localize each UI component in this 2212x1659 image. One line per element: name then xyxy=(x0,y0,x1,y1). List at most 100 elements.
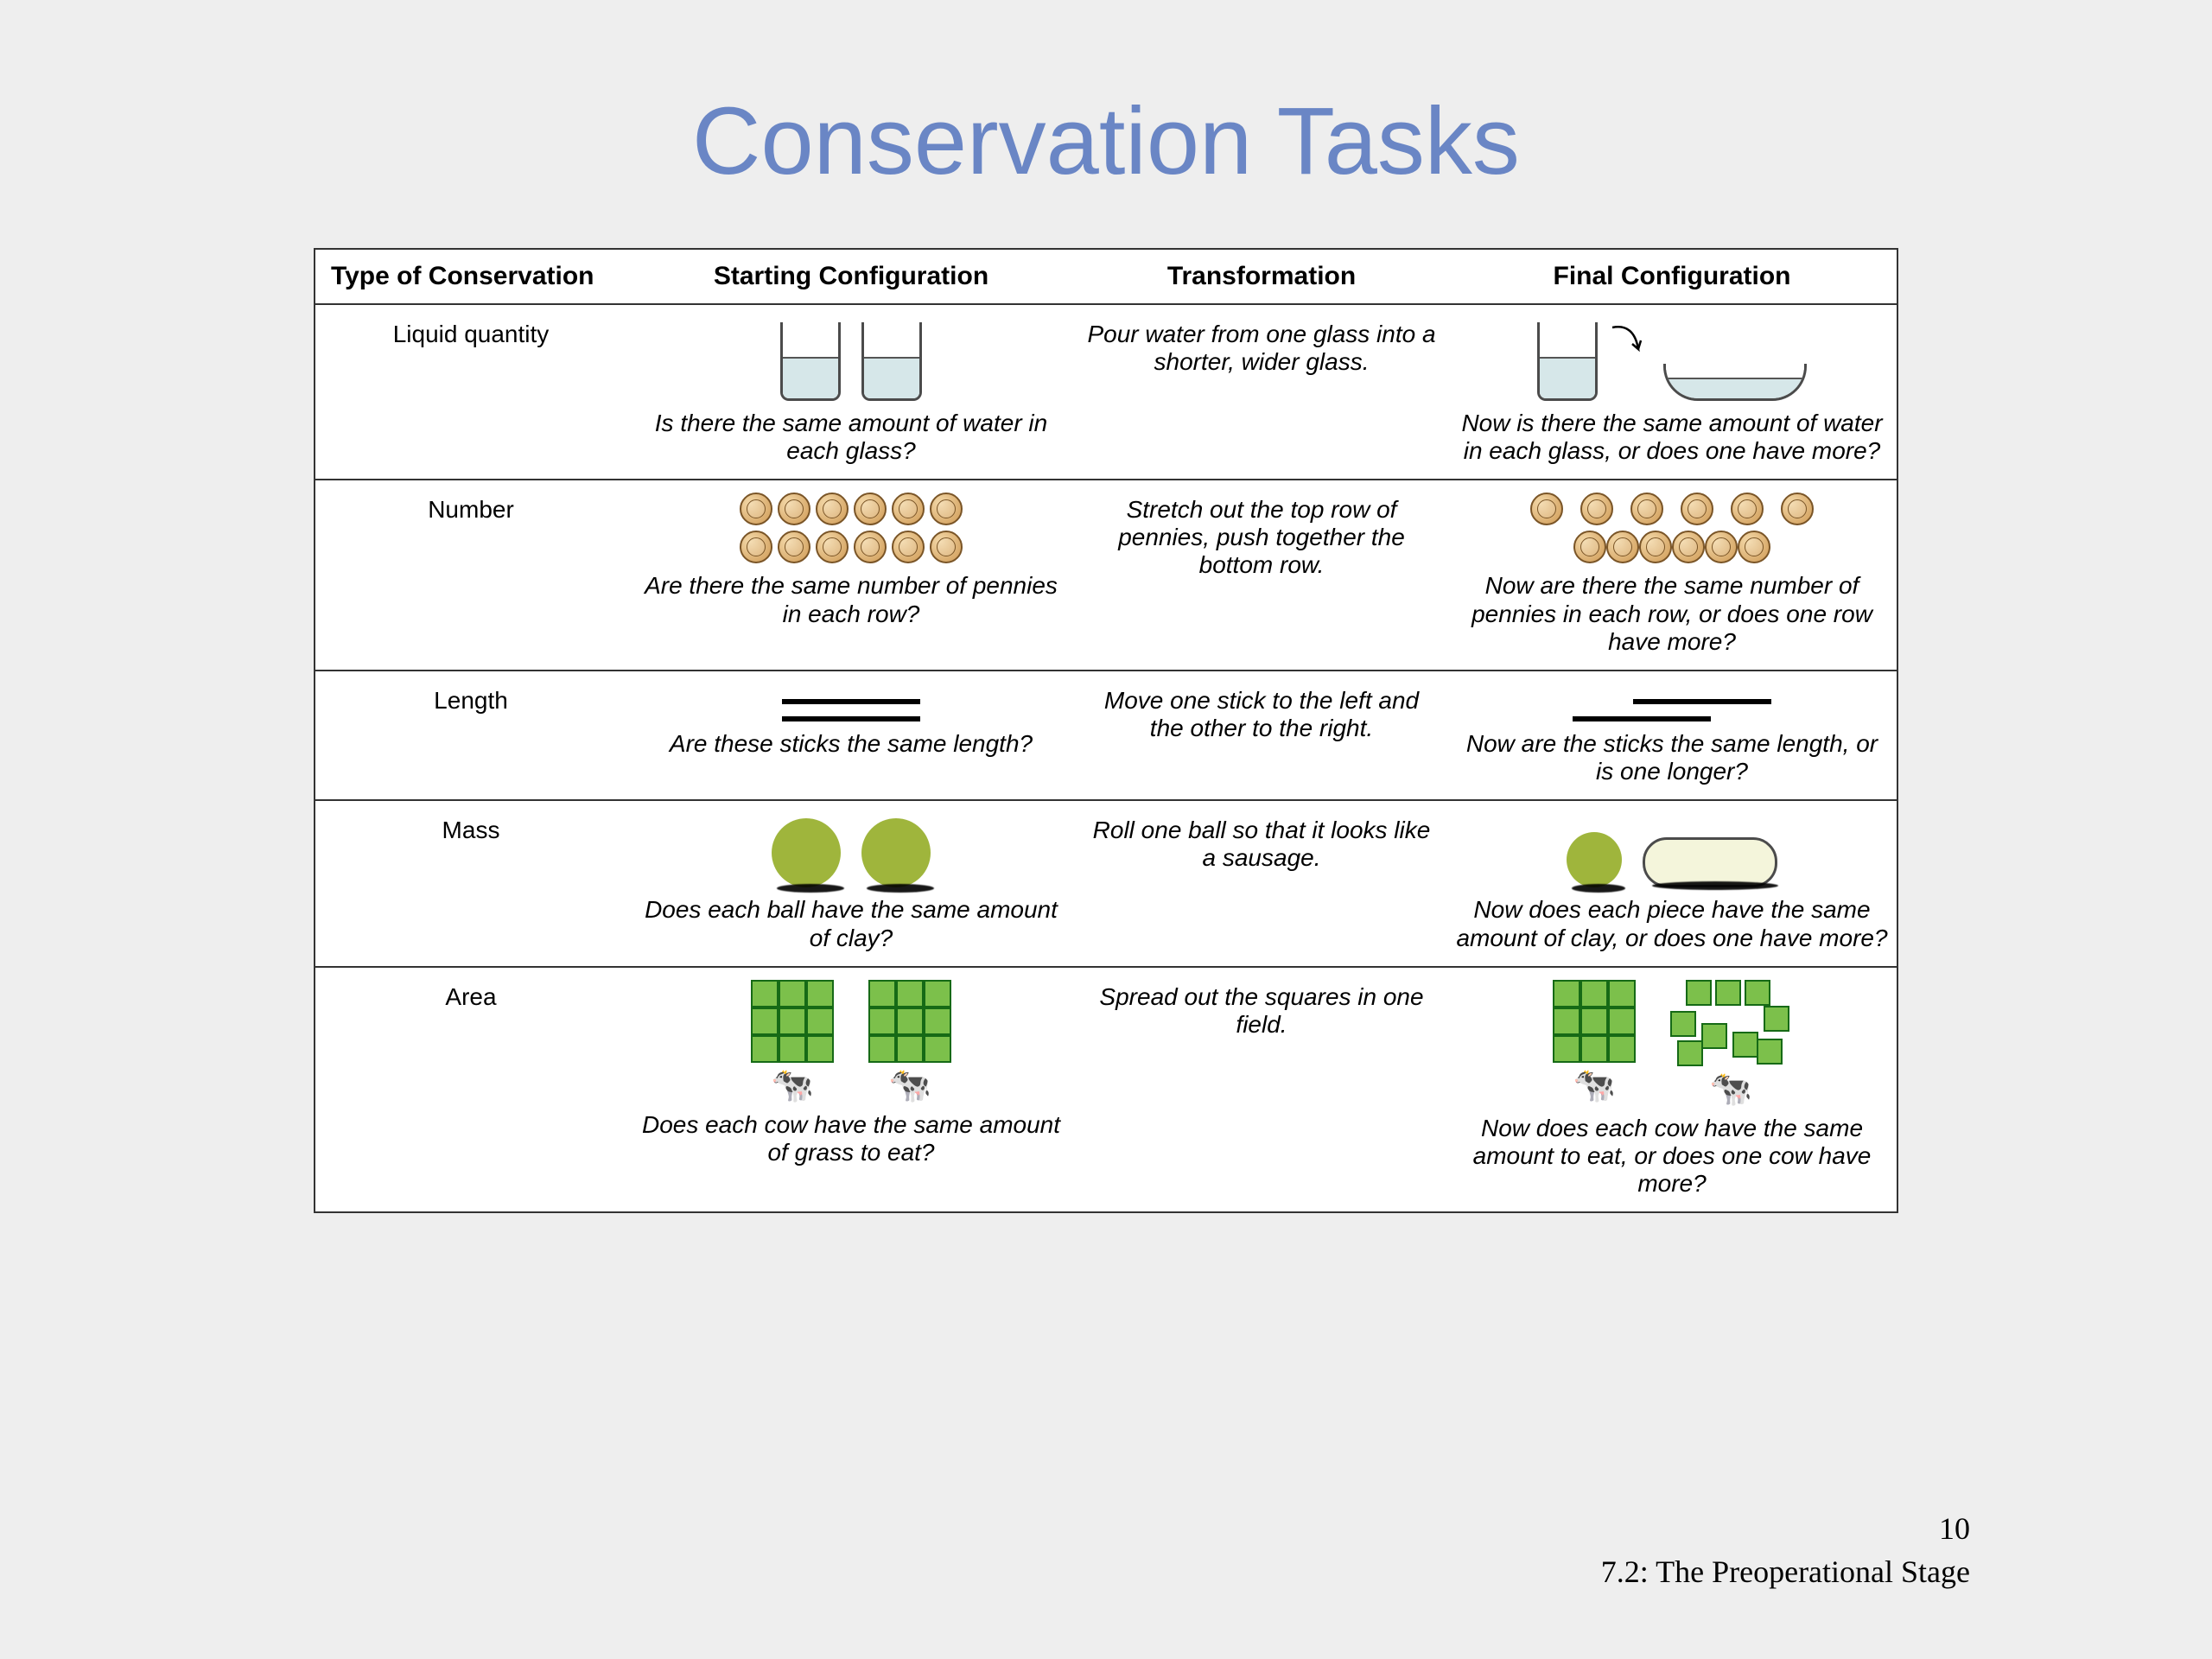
mass-final-illustration xyxy=(1456,818,1888,887)
pour-arrow-icon xyxy=(1608,323,1643,366)
coin-icon xyxy=(1606,531,1639,563)
cow-icon: 🐄 xyxy=(888,1068,931,1103)
row-final: Now are the sticks the same length, or i… xyxy=(1447,671,1897,800)
footer-text: 7.2: The Preoperational Stage xyxy=(1601,1554,1970,1590)
row-final: Now are there the same number of pennies… xyxy=(1447,480,1897,671)
cow-icon: 🐄 xyxy=(1709,1071,1752,1106)
coin-icon xyxy=(1681,493,1713,525)
row-start: Are these sticks the same length? xyxy=(626,671,1076,800)
start-question: Is there the same amount of water in eac… xyxy=(635,410,1067,465)
field: 🐄 xyxy=(1553,980,1636,1106)
coins-final-illustration xyxy=(1456,493,1888,563)
coin-icon xyxy=(816,493,849,525)
sticks-final-illustration xyxy=(1456,699,1888,721)
beaker-icon xyxy=(1537,322,1598,401)
slide: Conservation Tasks Type of Conservation … xyxy=(0,0,2212,1659)
coin-row xyxy=(740,531,963,563)
coin-icon xyxy=(1530,493,1563,525)
coins-start-illustration xyxy=(635,493,1067,563)
coin-icon xyxy=(854,531,887,563)
row-final: 🐄 🐄 Now does each cow have the same amou… xyxy=(1447,967,1897,1212)
final-question: Now does each piece have the same amount… xyxy=(1456,896,1888,951)
table-row: Area 🐄 🐄 Does each cow xyxy=(315,967,1897,1212)
clay-sausage-icon xyxy=(1643,837,1777,887)
coin-icon xyxy=(1630,493,1663,525)
coin-icon xyxy=(1705,531,1738,563)
col-header-final: Final Configuration xyxy=(1447,250,1897,304)
coin-icon xyxy=(816,531,849,563)
stick-icon xyxy=(782,716,920,721)
wide-dish-icon xyxy=(1663,364,1807,401)
coin-icon xyxy=(778,531,810,563)
grass-square-icon xyxy=(1677,1040,1703,1066)
sticks-start-illustration xyxy=(635,699,1067,721)
coin-row xyxy=(740,493,963,525)
row-type: Mass xyxy=(315,800,626,966)
field: 🐄 xyxy=(868,980,951,1103)
final-question: Now does each cow have the same amount t… xyxy=(1456,1115,1888,1198)
mass-start-illustration xyxy=(635,818,1067,887)
grass-grid-icon xyxy=(1553,980,1636,1063)
row-transform: Stretch out the top row of pennies, push… xyxy=(1076,480,1447,671)
final-question: Now are there the same number of pennies… xyxy=(1456,572,1888,656)
coin-icon xyxy=(854,493,887,525)
coin-icon xyxy=(740,493,772,525)
row-transform: Roll one ball so that it looks like a sa… xyxy=(1076,800,1447,966)
col-header-transform: Transformation xyxy=(1076,250,1447,304)
col-header-start: Starting Configuration xyxy=(626,250,1076,304)
table-row: Number Are there the same number of penn… xyxy=(315,480,1897,671)
final-question: Now is there the same amount of water in… xyxy=(1456,410,1888,465)
beaker-icon xyxy=(780,322,841,401)
grass-square-icon xyxy=(1745,980,1770,1006)
cow-icon: 🐄 xyxy=(771,1068,814,1103)
start-question: Does each cow have the same amount of gr… xyxy=(635,1111,1067,1166)
coin-icon xyxy=(778,493,810,525)
start-question: Are there the same number of pennies in … xyxy=(635,572,1067,627)
grass-square-icon xyxy=(1686,980,1712,1006)
stick-icon xyxy=(1633,699,1771,704)
cow-icon: 🐄 xyxy=(1573,1068,1616,1103)
coin-icon xyxy=(892,531,925,563)
conservation-table: Type of Conservation Starting Configurat… xyxy=(314,248,1898,1213)
coin-icon xyxy=(892,493,925,525)
row-transform: Move one stick to the left and the other… xyxy=(1076,671,1447,800)
coin-icon xyxy=(1731,493,1764,525)
grass-grid-icon xyxy=(751,980,834,1063)
row-start: Is there the same amount of water in eac… xyxy=(626,304,1076,480)
grass-square-icon xyxy=(1670,1011,1696,1037)
row-transform: Spread out the squares in one field. xyxy=(1076,967,1447,1212)
coin-icon xyxy=(1580,493,1613,525)
clay-ball-icon xyxy=(772,818,841,887)
coin-icon xyxy=(740,531,772,563)
field-spread: 🐄 xyxy=(1670,980,1791,1106)
field: 🐄 xyxy=(751,980,834,1103)
beaker-icon xyxy=(861,322,922,401)
slide-title: Conservation Tasks xyxy=(242,86,1970,196)
row-start: 🐄 🐄 Does each cow have the same amount o… xyxy=(626,967,1076,1212)
coin-row-tight xyxy=(1573,531,1770,563)
stick-icon xyxy=(782,699,920,704)
grass-square-icon xyxy=(1715,980,1741,1006)
row-final: Now does each piece have the same amount… xyxy=(1447,800,1897,966)
row-transform: Pour water from one glass into a shorter… xyxy=(1076,304,1447,480)
row-type: Number xyxy=(315,480,626,671)
grass-square-icon xyxy=(1757,1039,1783,1065)
table-row: Liquid quantity Is there the same amount… xyxy=(315,304,1897,480)
page-number: 10 xyxy=(1939,1510,1970,1547)
coin-icon xyxy=(1781,493,1814,525)
coin-icon xyxy=(1738,531,1770,563)
coin-row-spread xyxy=(1530,493,1814,525)
clay-ball-icon xyxy=(861,818,931,887)
area-final-illustration: 🐄 🐄 xyxy=(1456,980,1888,1106)
table-row: Length Are these sticks the same length?… xyxy=(315,671,1897,800)
coin-icon xyxy=(930,493,963,525)
start-question: Are these sticks the same length? xyxy=(635,730,1067,758)
table-row: Mass Does each ball have the same amount… xyxy=(315,800,1897,966)
grass-square-icon xyxy=(1764,1006,1789,1032)
row-type: Area xyxy=(315,967,626,1212)
row-final: Now is there the same amount of water in… xyxy=(1447,304,1897,480)
coin-icon xyxy=(1672,531,1705,563)
clay-ball-icon xyxy=(1567,832,1622,887)
grass-square-icon xyxy=(1701,1023,1727,1049)
start-question: Does each ball have the same amount of c… xyxy=(635,896,1067,951)
